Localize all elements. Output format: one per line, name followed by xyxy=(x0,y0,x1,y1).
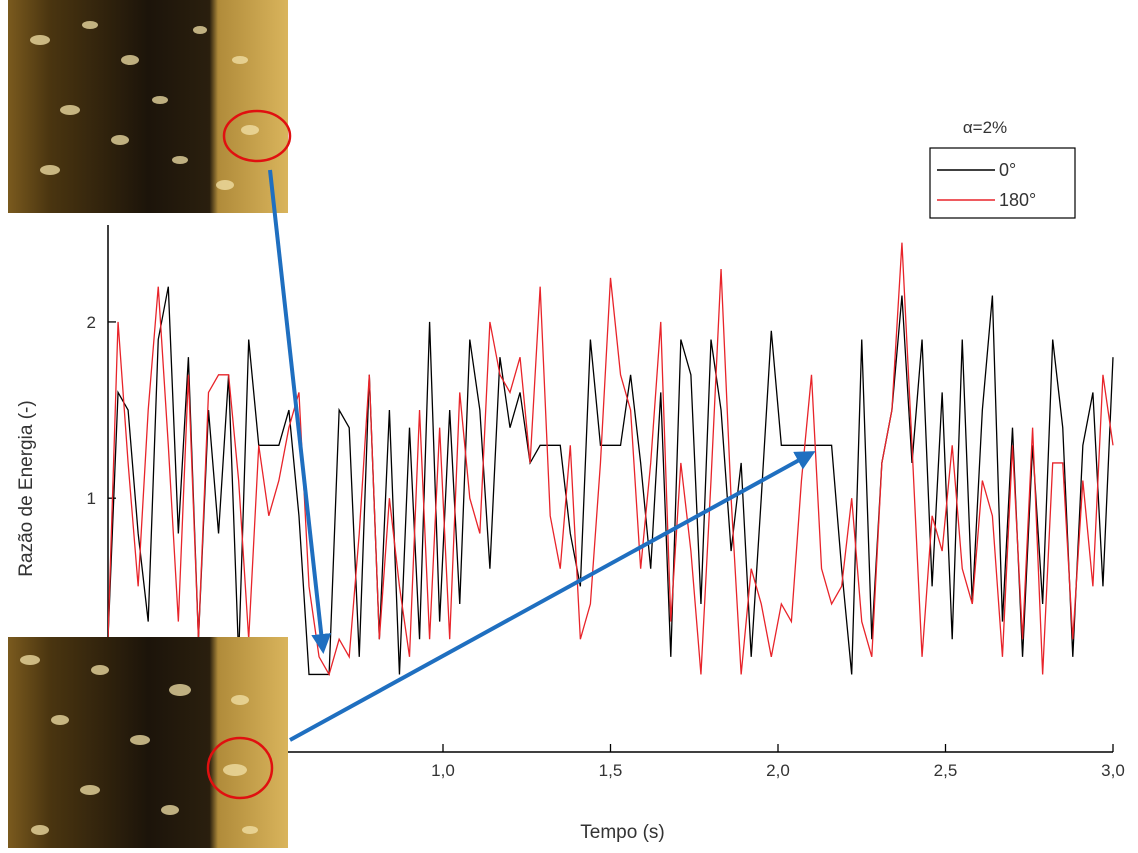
bubbles xyxy=(20,655,258,835)
data-line xyxy=(108,242,1114,677)
photo-bottom xyxy=(8,637,288,848)
photo-top xyxy=(8,0,292,213)
highlight-circle xyxy=(222,109,292,163)
photo-overlays xyxy=(8,0,816,848)
plot-area: 1,0 1,5 2,0 2,5 3,0 1 2 Tempo (s) Razão de Energ… xyxy=(16,225,1125,843)
legend-box xyxy=(929,147,1076,219)
photo xyxy=(8,0,288,213)
bubbles xyxy=(30,21,259,190)
legend: α=2% 0° 180° xyxy=(929,118,1076,219)
x-tick-label: 2,5 xyxy=(934,761,958,780)
x-tick-label: 1,0 xyxy=(431,761,455,780)
legend-label: 180° xyxy=(999,190,1036,210)
arrow xyxy=(289,451,816,742)
x-axis-label: Tempo (s) xyxy=(580,822,664,843)
y-axis-label: Razão de Energia (-) xyxy=(16,400,37,576)
y-tick-label: 2 xyxy=(87,313,96,332)
y-tick-label: 1 xyxy=(87,489,96,508)
x-tick-label: 1,5 xyxy=(599,761,623,780)
data-line xyxy=(108,286,1114,676)
highlight-circle xyxy=(206,736,274,800)
arrow xyxy=(268,169,332,654)
legend-label: 0° xyxy=(999,160,1016,180)
legend-title: α=2% xyxy=(963,118,1007,137)
x-tick-label: 3,0 xyxy=(1101,761,1125,780)
x-tick-label: 2,0 xyxy=(766,761,790,780)
